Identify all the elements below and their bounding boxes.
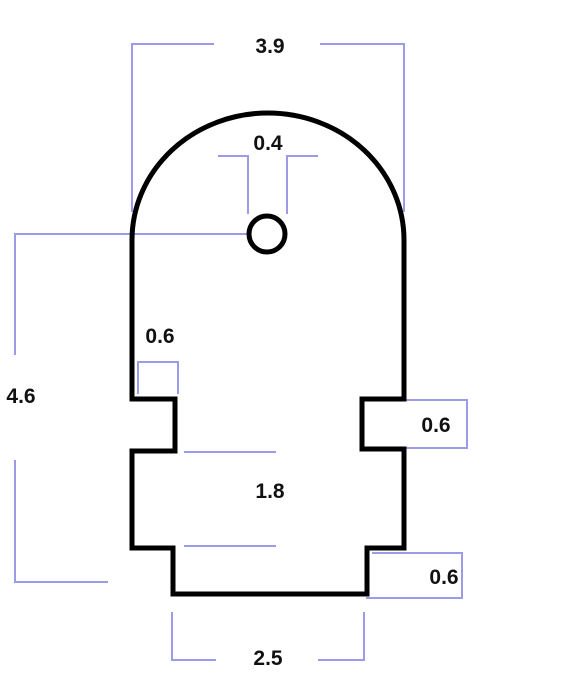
label-height: 4.6 (6, 385, 35, 408)
dimension-lines (14, 43, 468, 661)
label-bottom-step: 0.6 (429, 566, 458, 589)
dim-left-notch-bracket (137, 361, 179, 394)
hole-circle (246, 213, 288, 255)
dim-bottom-step-bracket (366, 552, 463, 599)
label-middle-height: 1.8 (255, 480, 285, 503)
label-right-notch-height: 0.6 (421, 414, 450, 437)
dim-bottom-width-left-bracket (171, 612, 216, 661)
part-outline (129, 110, 407, 597)
dim-height-bottom-bracket (14, 460, 108, 583)
dim-top-width-right-bracket (320, 43, 405, 212)
dim-hole-left-bracket (218, 155, 249, 214)
label-left-notch-width: 0.6 (145, 325, 174, 348)
dim-top-width-left-bracket (131, 43, 214, 212)
label-hole-diameter: 0.4 (253, 132, 283, 155)
dim-height-top-bracket (14, 233, 250, 355)
dim-bottom-width-right-bracket (318, 612, 365, 661)
label-top-width: 3.9 (255, 35, 284, 58)
label-bottom-width: 2.5 (253, 647, 283, 670)
dim-hole-right-bracket (286, 155, 318, 214)
dim-right-notch-bracket (362, 399, 468, 449)
